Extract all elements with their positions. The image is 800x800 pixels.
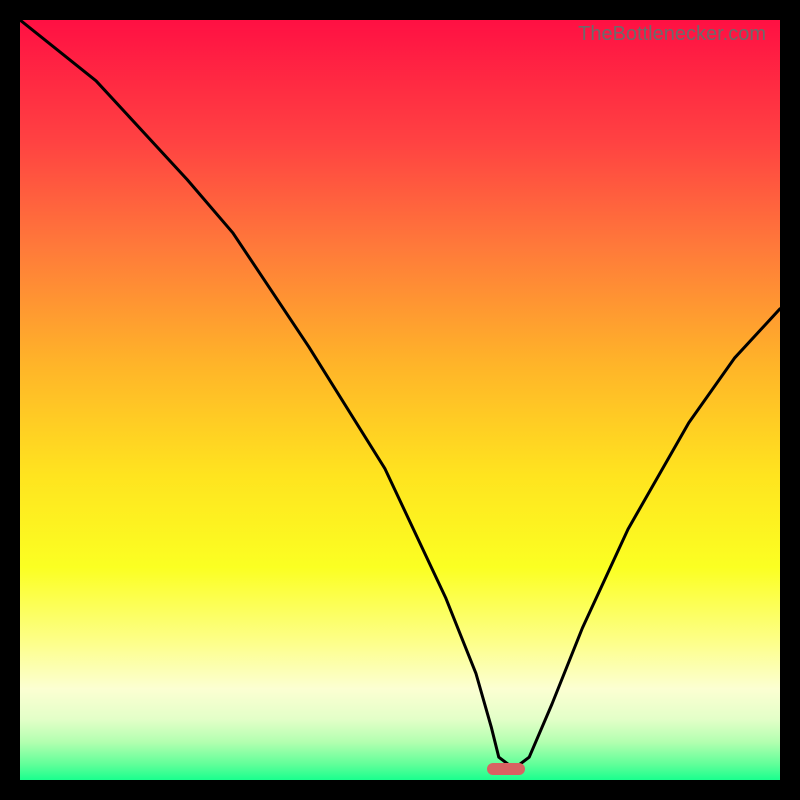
- plot-area: [20, 20, 780, 780]
- chart-frame: TheBottlenecker.com: [0, 0, 800, 800]
- curve-layer: [20, 20, 780, 780]
- bottleneck-curve: [20, 20, 780, 769]
- watermark-text: TheBottlenecker.com: [578, 23, 766, 46]
- optimal-marker: [487, 763, 525, 775]
